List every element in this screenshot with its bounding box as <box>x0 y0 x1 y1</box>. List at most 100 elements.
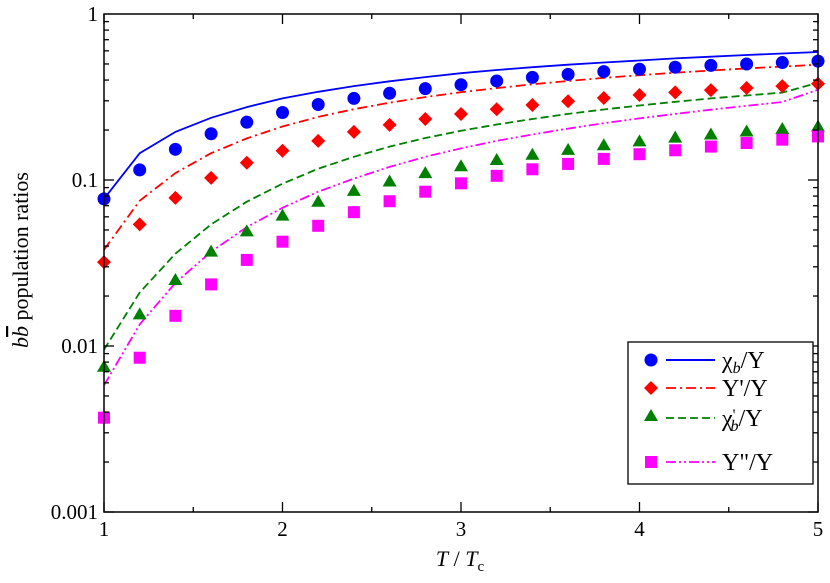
series-1-point <box>739 81 754 96</box>
series-2-curve <box>103 81 819 351</box>
series-2-point <box>132 307 147 320</box>
series-3-point <box>597 152 610 165</box>
legend-marker-circle <box>644 353 658 367</box>
legend-item-upsilon-double-prime: Υ"/Υ <box>645 450 773 476</box>
series-2-point <box>275 208 290 221</box>
series-3-point <box>669 144 682 157</box>
series-1-curve <box>103 63 819 251</box>
series-0-point <box>347 91 361 105</box>
x-tick-label: 3 <box>456 517 467 541</box>
series-2-point <box>346 183 361 196</box>
series-1-point <box>204 170 219 185</box>
series-3-point <box>526 163 539 176</box>
series-2-point <box>632 134 647 147</box>
series-2-point <box>168 272 183 285</box>
series-1-point <box>596 90 611 105</box>
y-tick-label: 0.001 <box>51 500 98 524</box>
legend-label-chib-sub: b <box>733 360 741 377</box>
series-2-point <box>561 142 576 155</box>
series-1-point <box>275 143 290 158</box>
series-3-point <box>455 177 467 190</box>
series-3-point <box>490 169 503 182</box>
legend-label-upsilon-double-prime: Υ"/Υ <box>722 450 773 476</box>
series-1-point <box>668 85 683 100</box>
series-1-point <box>454 106 468 121</box>
series-0-point <box>383 86 397 100</box>
legend-label-upsilon-prime: Υ'/Υ <box>722 376 768 402</box>
series-0-point <box>133 163 147 177</box>
series-2-point <box>454 159 468 172</box>
series-2-point <box>596 138 611 151</box>
x-axis-title-t: T <box>436 546 450 571</box>
x-axis-title: T / Tc <box>436 546 485 575</box>
series-1-point <box>775 79 790 94</box>
legend: χb/Υ Υ'/Υ χ' b/Υ Υ"/Υ <box>627 341 814 485</box>
series-3-point <box>776 133 789 146</box>
y-axis-title-rest: population ratios <box>8 172 33 326</box>
series-2-point <box>668 130 683 143</box>
series-0-point <box>561 67 575 81</box>
x-tick-label: 1 <box>99 517 110 541</box>
series-1-point <box>632 88 647 103</box>
legend-label-chib-prime: χ' b/Υ <box>721 406 763 435</box>
series-3-point <box>240 253 253 266</box>
series-1-point <box>132 217 147 232</box>
y-tick-label: 0.01 <box>61 334 98 358</box>
series-3-curve <box>103 88 819 386</box>
legend-item-chib: χb/Υ <box>644 348 765 377</box>
y-axis-title-bbar: b <box>8 326 33 337</box>
series-1-point <box>525 98 540 113</box>
x-axis-title-subscript: c <box>477 559 484 575</box>
series-3-point <box>740 137 753 150</box>
series-3-point <box>133 351 146 364</box>
legend-marker-diamond <box>644 381 658 395</box>
series-3-point <box>704 140 717 153</box>
legend-label-chib: χb/Υ <box>721 348 765 377</box>
series-0-point <box>204 127 218 141</box>
series-3-point <box>419 185 432 198</box>
series-2-point <box>739 124 754 137</box>
x-axis-title-tc: T <box>465 546 479 571</box>
x-tick-label: 2 <box>277 517 288 541</box>
series-0-point <box>168 142 182 156</box>
series-3-point <box>347 206 360 219</box>
y-tick-label: 0.1 <box>72 168 98 192</box>
x-axis-title-slash: / <box>448 546 465 571</box>
series-1-point <box>311 133 326 148</box>
legend-item-upsilon-prime: Υ'/Υ <box>644 376 768 402</box>
series-3-point <box>562 157 575 170</box>
series-0-point <box>775 56 789 70</box>
series-1-point <box>382 117 397 132</box>
series-0-point <box>740 57 754 71</box>
series-1-point <box>489 102 504 117</box>
series-1-point <box>239 155 254 170</box>
series-3-point <box>383 195 396 208</box>
y-axis-title: bb population ratios <box>8 172 33 348</box>
legend-label-chib-main: χ <box>721 348 733 374</box>
series-0-point <box>597 65 611 79</box>
series-0-point <box>668 60 682 74</box>
series-0-point <box>704 58 718 72</box>
legend-box <box>627 341 814 485</box>
x-tick-label: 5 <box>813 517 824 541</box>
series-0-point <box>525 70 539 84</box>
y-axis-title-b: b <box>8 337 33 348</box>
series-3-point <box>276 235 289 248</box>
series-2-point <box>703 127 718 140</box>
series-1-point <box>418 112 433 127</box>
legend-label-chib-prime-rest: /Υ <box>739 406 763 432</box>
series-1-point <box>346 124 361 139</box>
series-2-point <box>489 152 504 165</box>
legend-marker-triangle <box>644 409 658 421</box>
curves-layer <box>103 51 819 386</box>
series-2-point <box>525 147 540 160</box>
series-0-point <box>276 106 289 120</box>
legend-label-chib-prime-sub: b <box>731 418 739 435</box>
series-3-point <box>633 148 646 161</box>
series-0-point <box>633 62 646 76</box>
series-0-point <box>311 97 325 111</box>
legend-label-chib-prime-mark: ' <box>733 407 736 424</box>
series-1-point <box>703 83 718 98</box>
